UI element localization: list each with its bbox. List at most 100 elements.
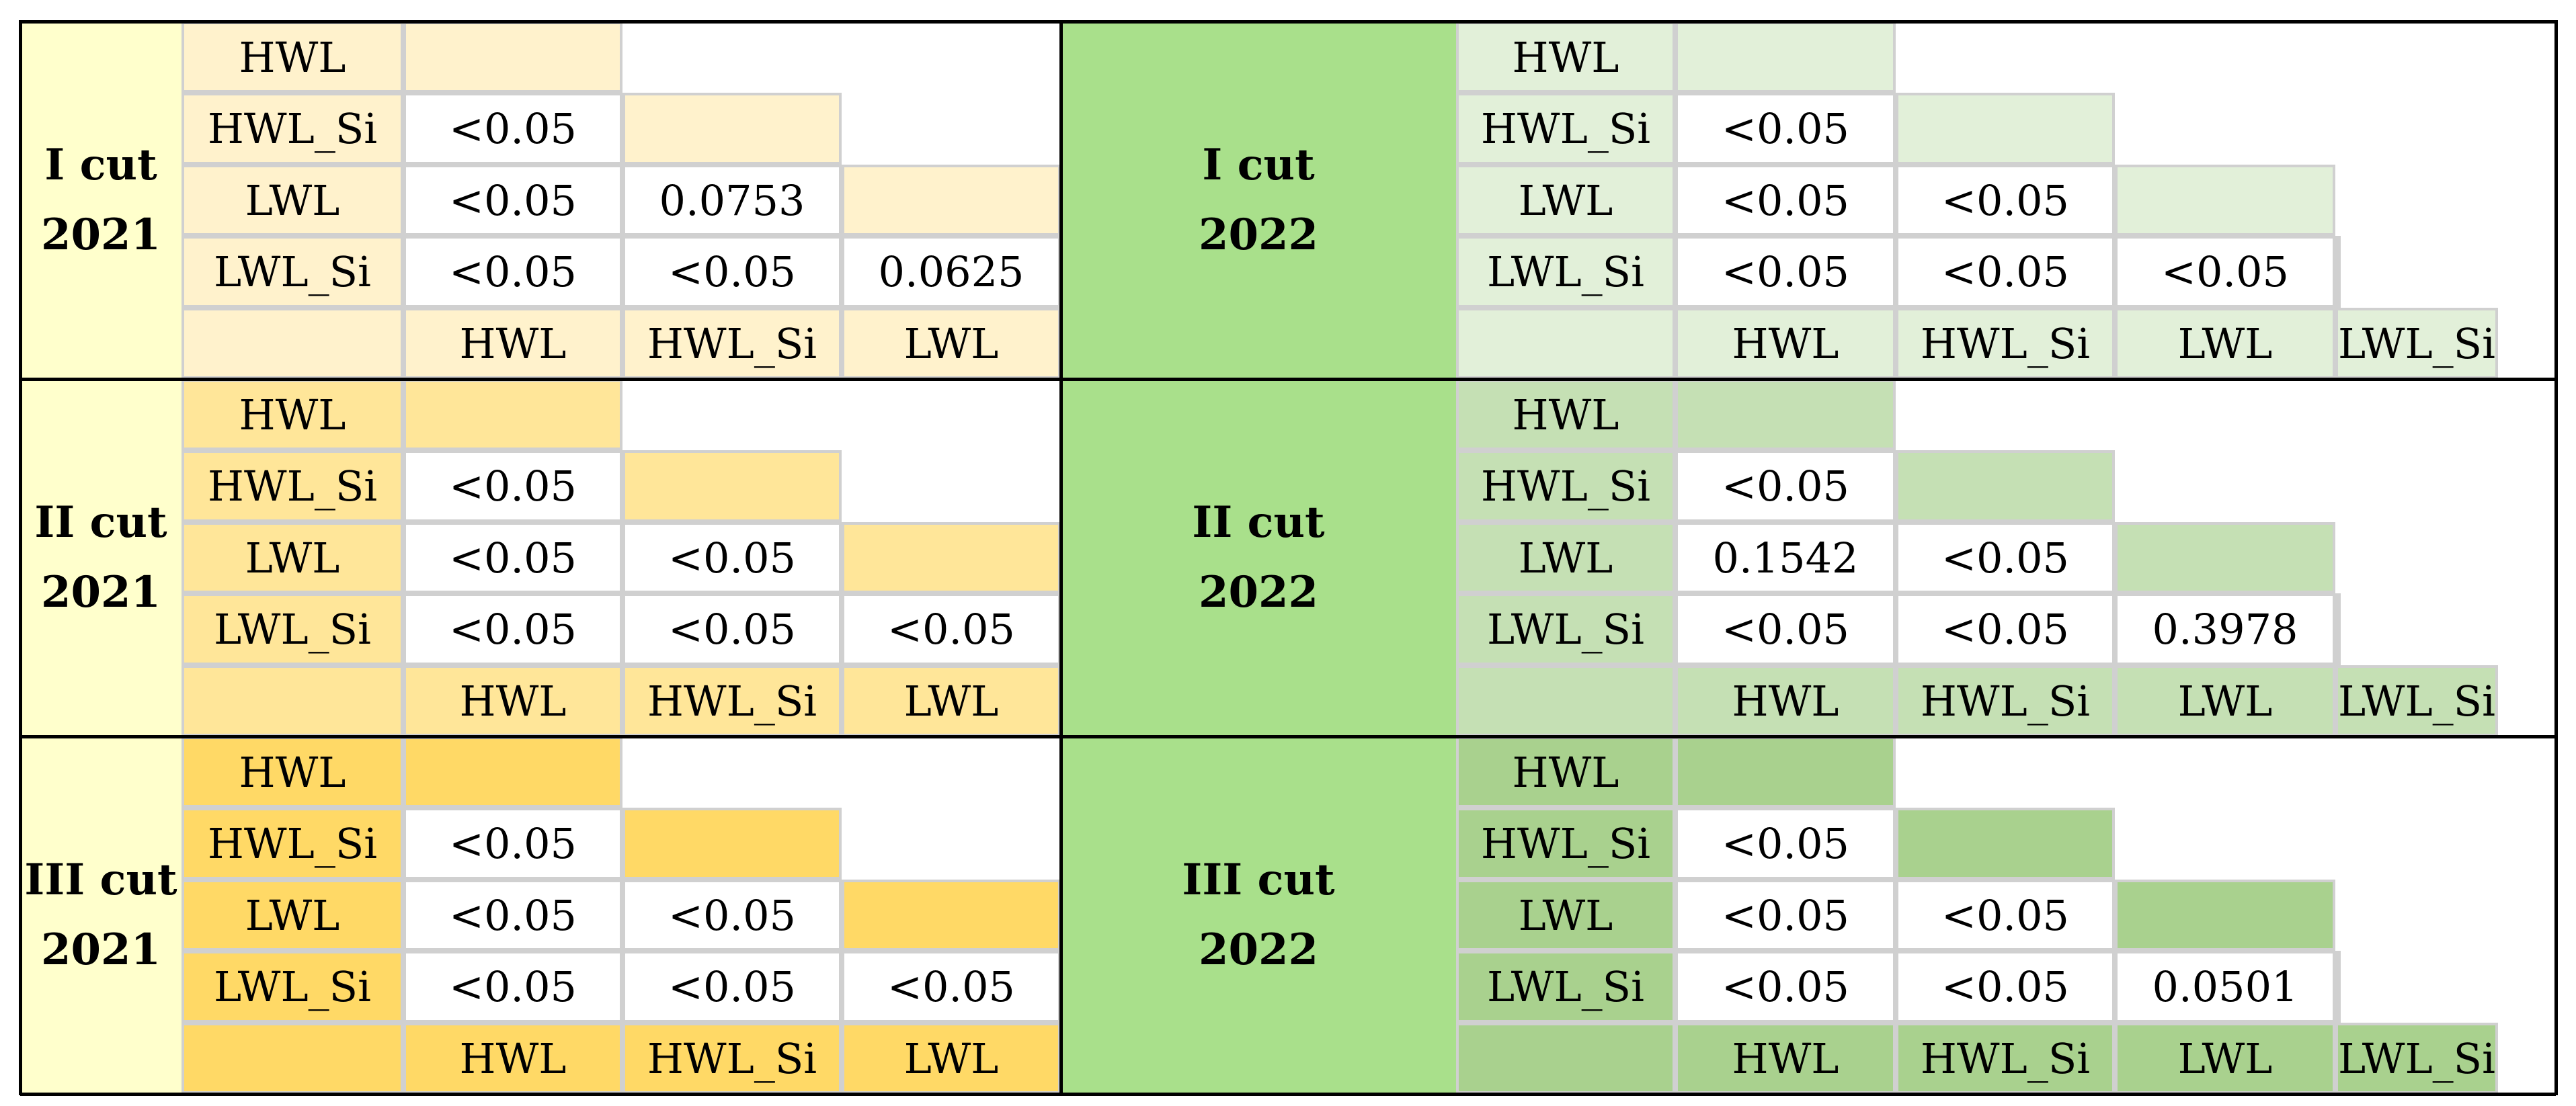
- row-header: HWL: [182, 22, 403, 93]
- column-header: LWL: [842, 1023, 1061, 1094]
- cut-label: II cut: [34, 497, 167, 548]
- matrix-value: <0.05: [622, 880, 842, 951]
- matrix-value: <0.05: [1675, 165, 1896, 236]
- column-header: HWL_Si: [1896, 308, 2115, 379]
- matrix-value: 0.0625: [842, 236, 1061, 308]
- matrix-value: <0.05: [1896, 165, 2115, 236]
- row-header: LWL_Si: [1456, 236, 1675, 308]
- matrix-value: <0.05: [622, 951, 842, 1023]
- diagonal-cell: [1675, 736, 1896, 808]
- matrix-value: <0.05: [622, 593, 842, 665]
- cut-label: I cut: [1202, 140, 1315, 190]
- diagonal-cell: [1896, 450, 2115, 522]
- diagonal-cell: [622, 808, 842, 880]
- block-divider-line: [20, 378, 2556, 381]
- matrix-value: <0.05: [622, 236, 842, 308]
- frame-top-line: [20, 20, 2556, 24]
- corner-cell: [1456, 308, 1675, 379]
- diagonal-cell: [1675, 22, 1896, 93]
- matrix-value: <0.05: [1896, 951, 2115, 1023]
- matrix-value: <0.05: [842, 951, 1061, 1023]
- row-header: LWL: [1456, 880, 1675, 951]
- row-header: HWL: [1456, 22, 1675, 93]
- row-header: HWL: [182, 379, 403, 450]
- matrix-value: <0.05: [1896, 880, 2115, 951]
- column-header: HWL: [403, 308, 622, 379]
- matrix-value: <0.05: [403, 880, 622, 951]
- column-header: HWL: [403, 1023, 622, 1094]
- year-label: 2022: [1198, 567, 1319, 618]
- cut-year-label: III cut 2022: [1061, 736, 1456, 1094]
- diagonal-cell: [622, 450, 842, 522]
- matrix-value: <0.05: [842, 593, 1061, 665]
- matrix-value: <0.05: [403, 808, 622, 880]
- matrix-value: <0.05: [1896, 593, 2115, 665]
- row-header: LWL_Si: [182, 236, 403, 308]
- row-header: HWL: [1456, 736, 1675, 808]
- matrix-value: <0.05: [403, 93, 622, 165]
- column-header: LWL: [2115, 665, 2335, 736]
- diagonal-cell: [842, 522, 1061, 593]
- column-header: LWL_Si: [2335, 665, 2498, 736]
- diagonal-cell: [403, 379, 622, 450]
- matrix-value: <0.05: [622, 522, 842, 593]
- column-header: HWL: [1675, 665, 1896, 736]
- column-header: LWL: [842, 308, 1061, 379]
- diagonal-cell: [1675, 379, 1896, 450]
- row-header: LWL_Si: [1456, 951, 1675, 1023]
- matrix-value: 0.0501: [2115, 951, 2335, 1023]
- center-divider-line: [1059, 20, 1063, 1095]
- row-header: HWL_Si: [1456, 808, 1675, 880]
- year-label: 2021: [40, 210, 161, 260]
- diagonal-cell: [2335, 593, 2341, 665]
- matrix-value: <0.05: [1675, 808, 1896, 880]
- matrix-value: <0.05: [1675, 93, 1896, 165]
- matrix-value: <0.05: [403, 593, 622, 665]
- matrix-value: 0.3978: [2115, 593, 2335, 665]
- row-header: HWL_Si: [1456, 93, 1675, 165]
- column-header: LWL: [2115, 1023, 2335, 1094]
- corner-cell: [182, 665, 403, 736]
- matrix-value: <0.05: [403, 236, 622, 308]
- diagonal-cell: [2115, 165, 2335, 236]
- diagonal-cell: [622, 93, 842, 165]
- row-header: HWL_Si: [182, 450, 403, 522]
- matrix-value: <0.05: [1675, 593, 1896, 665]
- diagonal-cell: [842, 880, 1061, 951]
- row-header: LWL_Si: [182, 951, 403, 1023]
- matrix-value: <0.05: [1675, 880, 1896, 951]
- cut-year-label: III cut 2021: [20, 736, 182, 1094]
- cut-year-label: I cut 2022: [1061, 22, 1456, 379]
- row-header: LWL: [182, 165, 403, 236]
- diagonal-cell: [2335, 951, 2341, 1023]
- matrix-value: <0.05: [1675, 951, 1896, 1023]
- row-header: LWL_Si: [182, 593, 403, 665]
- matrix-value: <0.05: [403, 951, 622, 1023]
- year-label: 2022: [1198, 210, 1319, 260]
- corner-cell: [182, 1023, 403, 1094]
- cut-label: II cut: [1192, 497, 1325, 548]
- diagonal-cell: [1896, 93, 2115, 165]
- column-header: HWL: [1675, 308, 1896, 379]
- column-header: LWL: [842, 665, 1061, 736]
- matrix-value: <0.05: [403, 522, 622, 593]
- matrix-value: 0.0753: [622, 165, 842, 236]
- cut-year-label: II cut 2021: [20, 379, 182, 736]
- column-header: LWL: [2115, 308, 2335, 379]
- row-header: HWL_Si: [182, 808, 403, 880]
- corner-cell: [1456, 1023, 1675, 1094]
- cut-year-label: I cut 2021: [20, 22, 182, 379]
- row-header: HWL_Si: [1456, 450, 1675, 522]
- matrix-value: <0.05: [403, 450, 622, 522]
- row-header: LWL: [1456, 522, 1675, 593]
- row-header: LWL: [182, 522, 403, 593]
- column-header: HWL_Si: [622, 308, 842, 379]
- diagonal-cell: [403, 736, 622, 808]
- matrix-value: 0.1542: [1675, 522, 1896, 593]
- column-header: LWL_Si: [2335, 308, 2498, 379]
- year-label: 2021: [40, 567, 161, 618]
- column-header: HWL_Si: [622, 665, 842, 736]
- row-header: HWL: [182, 736, 403, 808]
- frame-right-line: [2554, 20, 2558, 1095]
